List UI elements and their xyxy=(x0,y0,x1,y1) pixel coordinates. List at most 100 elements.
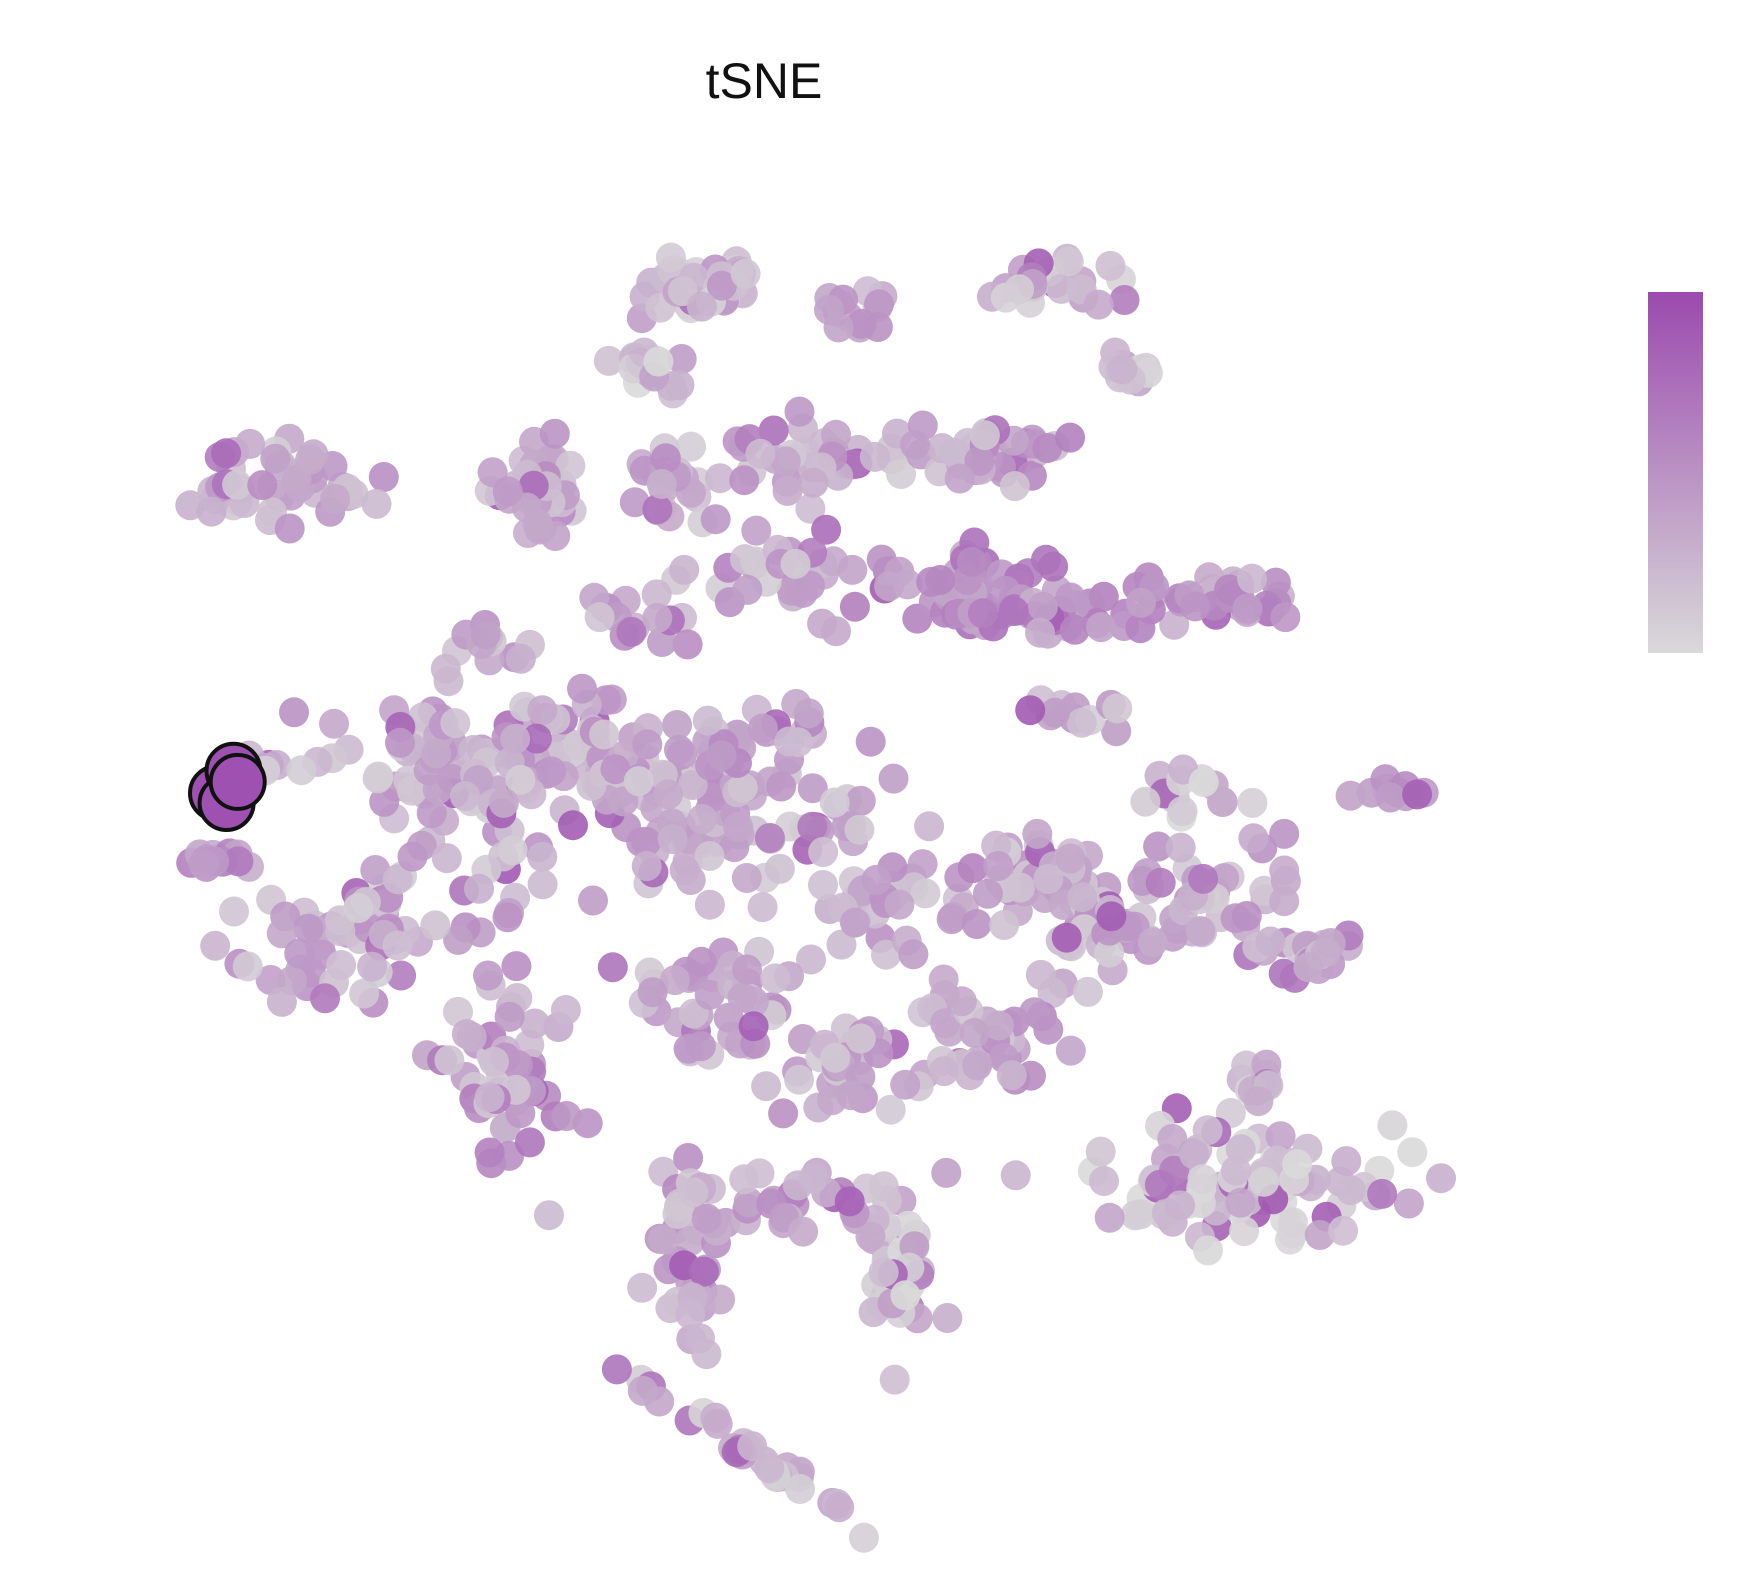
scatter-point xyxy=(787,577,818,608)
cluster-c26 xyxy=(729,1157,870,1247)
scatter-point xyxy=(738,1011,769,1042)
scatter-point xyxy=(702,1408,733,1439)
scatter-point xyxy=(416,798,447,829)
cluster-c3 xyxy=(814,276,898,343)
scatter-point xyxy=(646,469,677,499)
scatter-point xyxy=(898,939,929,970)
scatter-point xyxy=(421,738,452,769)
scatter-point xyxy=(784,396,815,427)
scatter-point xyxy=(1335,780,1366,811)
scatter-point xyxy=(295,444,326,475)
scatter-point xyxy=(844,814,875,845)
scatter-point xyxy=(731,863,762,893)
scatter-point xyxy=(706,740,737,771)
scatter-point xyxy=(957,853,988,884)
scatter-point xyxy=(834,1186,865,1217)
scatter-point xyxy=(1157,1123,1188,1154)
scatter-point xyxy=(1278,1207,1308,1238)
scatter-point xyxy=(519,1008,550,1039)
scatter-point xyxy=(450,781,480,812)
scatter-point xyxy=(219,896,249,927)
scatter-point xyxy=(1137,927,1168,958)
cluster-c25 xyxy=(627,1143,761,1370)
scatter-point xyxy=(1038,551,1069,582)
scatter-point xyxy=(659,965,690,996)
scatter-point xyxy=(361,488,392,519)
scatter-point xyxy=(631,826,662,857)
scatter-point xyxy=(1221,1155,1251,1186)
scatter-point xyxy=(623,766,654,797)
scatter-point xyxy=(836,1080,867,1111)
scatter-point xyxy=(1015,695,1046,726)
scatter-point xyxy=(1375,782,1406,813)
scatter-point xyxy=(368,462,399,492)
scatter-point xyxy=(886,459,917,489)
scatter-point xyxy=(632,729,663,760)
scatter-point xyxy=(878,763,909,794)
scatter-point xyxy=(732,954,762,985)
cluster-c22 xyxy=(764,837,979,970)
scatter-point xyxy=(382,864,413,895)
scatter-point xyxy=(1094,937,1125,968)
scatter-point xyxy=(914,811,945,842)
cluster-c30 xyxy=(1242,920,1364,993)
scatter-point xyxy=(232,951,263,982)
scatter-point xyxy=(687,804,718,835)
scatter-point xyxy=(855,1221,886,1252)
scatter-point xyxy=(727,982,758,1013)
scatter-point xyxy=(845,1023,876,1054)
scatter-point xyxy=(286,755,317,786)
scatter-point xyxy=(593,345,624,376)
scatter-point xyxy=(723,812,754,843)
scatter-point xyxy=(527,869,558,900)
scatter-point xyxy=(650,443,681,474)
scatter-point xyxy=(274,513,305,544)
scatter-point xyxy=(694,889,725,920)
scatter-point xyxy=(677,770,708,800)
scatter-point xyxy=(360,855,391,885)
scatter-point xyxy=(397,775,427,806)
scatter-point xyxy=(733,1187,764,1218)
scatter-point xyxy=(1126,587,1156,618)
scatter-point xyxy=(492,902,523,933)
scatter-point xyxy=(326,950,357,980)
scatter-point xyxy=(740,546,771,577)
scatter-point xyxy=(434,1045,465,1076)
scatter-point xyxy=(874,571,905,602)
scatter-point xyxy=(1282,1149,1313,1180)
scatter-point xyxy=(1000,1160,1031,1191)
scatter-point xyxy=(686,946,717,977)
cluster-c37 xyxy=(579,579,703,660)
cluster-c23 xyxy=(898,909,1103,1095)
scatter-point xyxy=(900,429,931,460)
scatter-point xyxy=(1032,433,1063,463)
scatter-point xyxy=(669,855,700,886)
scatter-point xyxy=(667,739,698,770)
scatter-point xyxy=(1335,1175,1366,1206)
scatter-point xyxy=(959,1018,990,1048)
scatter-point xyxy=(939,437,970,468)
scatter-point xyxy=(1293,952,1324,983)
scatter-point xyxy=(497,835,528,866)
scatter-point xyxy=(967,598,998,629)
scatter-point xyxy=(770,446,801,477)
scatter-point xyxy=(1055,422,1086,453)
scatter-point xyxy=(601,1354,632,1385)
scatter-point xyxy=(910,878,941,909)
scatter-point xyxy=(1067,882,1098,913)
scatter-point xyxy=(768,1098,799,1129)
scatter-point xyxy=(691,1203,722,1234)
scatter-point xyxy=(1083,289,1114,320)
scatter-point xyxy=(616,616,647,647)
cluster-c4 xyxy=(976,243,1140,320)
scatter-point xyxy=(1188,767,1219,798)
scatter-point xyxy=(1269,818,1300,849)
scatter-point xyxy=(655,242,686,273)
scatter-point xyxy=(343,893,374,923)
scatter-point xyxy=(727,772,758,803)
scatter-point xyxy=(1005,872,1036,903)
scatter-point xyxy=(861,864,892,895)
scatter-point xyxy=(969,420,1000,451)
scatter-point xyxy=(925,565,956,595)
scatter-point xyxy=(673,1143,704,1173)
